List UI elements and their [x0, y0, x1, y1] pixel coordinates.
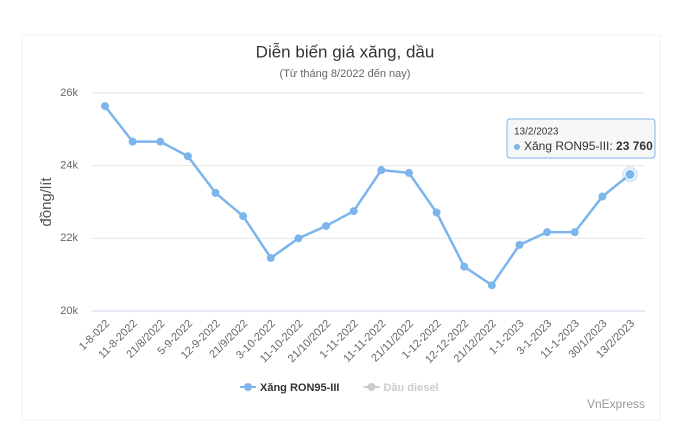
marker: [101, 102, 109, 111]
legend-label[interactable]: Xăng RON95-III: [260, 382, 339, 394]
separator: :: [609, 139, 616, 153]
marker: [515, 240, 524, 249]
tooltip-category: 13/2/2023: [514, 127, 559, 138]
legend-marker: [244, 383, 252, 391]
marker: [624, 168, 636, 180]
y-tick-label: 26k: [60, 87, 78, 99]
marker: [487, 281, 496, 290]
y-tick-label: 20k: [60, 305, 78, 317]
legend-marker: [367, 383, 376, 391]
marker: [266, 253, 275, 262]
legend-label[interactable]: Dầu diesel: [383, 382, 438, 394]
marker: [377, 166, 386, 175]
y-axis-label: đồng/lít: [38, 177, 55, 227]
marker: [322, 221, 331, 230]
marker: [349, 207, 358, 216]
tooltip-dot: [514, 144, 520, 150]
panel: [21, 34, 661, 421]
marker: [294, 234, 303, 243]
tooltip-box: [506, 118, 656, 159]
marker: [128, 137, 137, 146]
y-tick-label: 22k: [60, 232, 78, 244]
tooltip-series: Xăng RON95-III: [524, 139, 609, 153]
marker: [598, 192, 607, 201]
credit: VnExpress: [587, 397, 645, 411]
marker: [460, 262, 469, 271]
marker: [570, 228, 579, 237]
y-tick-label: 24k: [60, 160, 78, 172]
marker: [156, 137, 165, 146]
marker: [183, 152, 192, 161]
line: [104, 105, 631, 287]
marker: [239, 212, 248, 221]
chart-subtitle: (Từ tháng 8/2022 đến nay): [280, 68, 411, 80]
marker: [211, 188, 220, 197]
marker: [432, 208, 441, 217]
tooltip-text: Xăng RON95-III: 23 760: [524, 139, 653, 153]
tooltip-value: 23 760: [616, 139, 653, 153]
marker: [543, 228, 552, 237]
marker: [404, 168, 413, 177]
chart-title: Diễn biến giá xăng, dầu: [256, 42, 435, 61]
